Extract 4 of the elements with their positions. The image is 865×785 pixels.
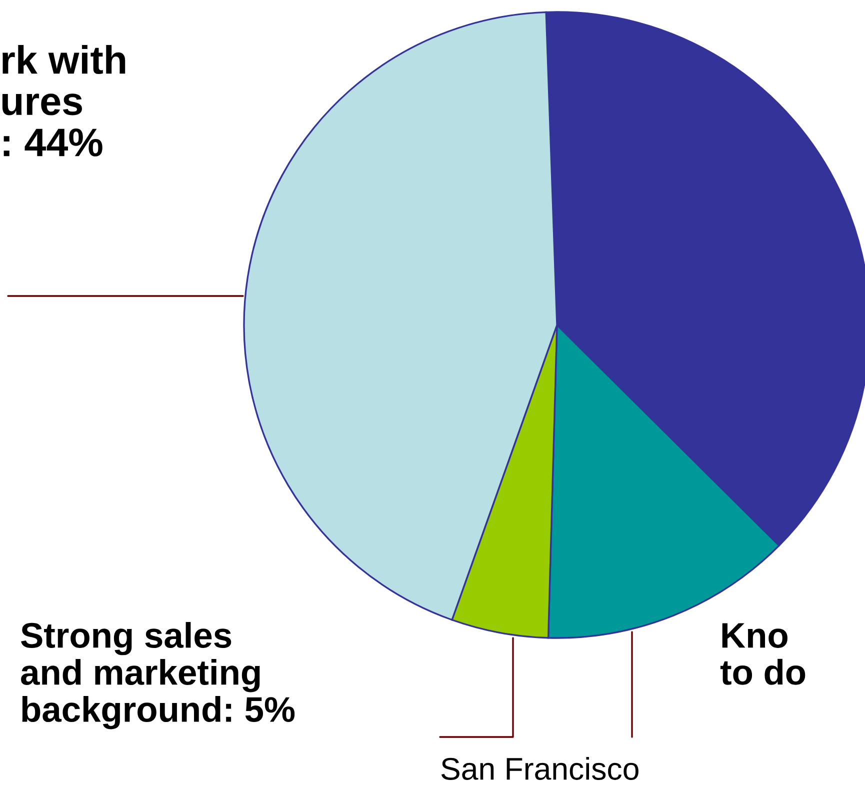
text: rk with ures : 44%: [2, 45, 126, 156]
text: Kno to do: [720, 623, 806, 685]
text: San Francisco: [441, 757, 638, 780]
text: Strong sales and marketing background: 5%: [21, 622, 295, 730]
